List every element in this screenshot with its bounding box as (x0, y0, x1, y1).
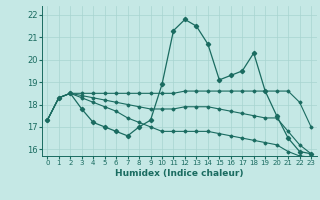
X-axis label: Humidex (Indice chaleur): Humidex (Indice chaleur) (115, 169, 244, 178)
